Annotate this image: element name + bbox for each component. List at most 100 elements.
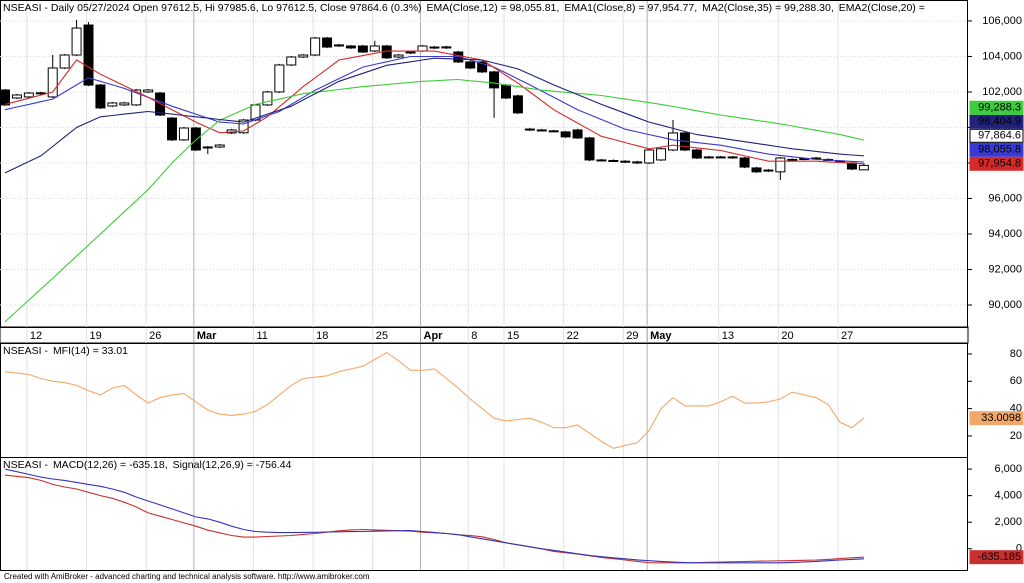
legend-label: MFI(14) = 33.01	[53, 345, 128, 357]
candle-body	[775, 157, 786, 173]
candle-body	[536, 129, 547, 132]
x-tick-label: 11	[257, 330, 268, 342]
plot-area: NSEASI - MFI(14) = 33.01	[3, 345, 865, 449]
plot-area: NSEASI - Daily 05/27/2024 Open 97612.5, …	[0, 2, 925, 323]
y-tick-label: 106,000	[982, 15, 1022, 27]
y-tick-label: 60	[1010, 375, 1022, 387]
candle-body	[167, 117, 177, 141]
x-tick-label: 12	[30, 330, 42, 342]
candle-body	[47, 67, 58, 98]
value-tag-label: 98,404.9	[978, 116, 1021, 128]
x-tick-label: 26	[149, 330, 161, 342]
value-tag	[969, 128, 1024, 143]
value-tag	[969, 114, 1024, 129]
y-tick-label: 92,000	[988, 263, 1022, 275]
x-tick-label: 18	[316, 330, 328, 342]
panel-title: NSEASI - Daily 05/27/2024 Open 97612.5, …	[3, 2, 422, 14]
candle-body	[787, 158, 798, 161]
candle-body	[691, 149, 702, 159]
candle-body	[190, 127, 201, 151]
value-tag-label: 33.0098	[981, 412, 1021, 424]
x-tick-label: 22	[567, 330, 579, 342]
x-tick-label: May	[650, 330, 672, 342]
candle-body	[548, 130, 559, 133]
candle-body	[405, 51, 416, 54]
candle-body	[59, 54, 70, 69]
candle-body	[322, 37, 333, 48]
candle-body	[393, 54, 404, 58]
candle-body	[501, 84, 511, 99]
candle-body	[71, 27, 82, 56]
x-tick-label: 27	[841, 330, 853, 342]
candle-body	[465, 61, 476, 69]
candle-body	[739, 157, 750, 168]
candle-body	[489, 71, 500, 89]
candle-body	[35, 92, 46, 95]
candle-body	[572, 129, 583, 139]
panel-title: NSEASI -	[3, 345, 48, 357]
candle-body	[608, 159, 619, 162]
legend-label: Signal(12,26,9) = -756.44	[173, 459, 292, 471]
y-tick-label: 90,000	[988, 299, 1022, 311]
candle-body	[560, 131, 571, 138]
candle-body	[95, 84, 106, 109]
candle-body	[441, 46, 452, 49]
candle-body	[632, 161, 643, 164]
y-tick-label: 94,000	[988, 228, 1022, 240]
panel-title: NSEASI -	[3, 459, 48, 471]
x-tick-label: 25	[376, 330, 388, 342]
legend-label: EMA1(Close,8) = 97,954.77,	[564, 2, 697, 14]
candle-body	[620, 160, 631, 163]
value-tag	[969, 550, 1024, 565]
candle-body	[846, 162, 857, 170]
candle-body	[23, 92, 34, 98]
panel-frame	[0, 0, 968, 328]
x-tick-label: 20	[781, 330, 793, 342]
x-tick-label: Apr	[424, 330, 444, 342]
y-tick-label: 102,000	[982, 86, 1022, 98]
candle-body	[238, 119, 249, 134]
series-line	[4, 57, 864, 174]
series-line	[4, 468, 864, 564]
series-line	[4, 50, 864, 165]
candle-body	[262, 91, 273, 106]
candle-body	[477, 61, 488, 73]
candle-body	[334, 44, 344, 47]
value-tag-label: 99,288.3	[978, 102, 1021, 114]
candle-body	[429, 46, 440, 49]
plot-area: NSEASI - MACD(12,26) = -635.18, Signal(12,…	[3, 459, 864, 564]
y-tick-label: 20	[1010, 430, 1022, 442]
candle-body	[751, 167, 762, 173]
y-tick-label: 104,000	[982, 50, 1022, 62]
candle-body	[703, 156, 714, 159]
candle-body	[656, 148, 667, 161]
y-tick-label: 2,000	[994, 516, 1022, 528]
legend-label: MACD(12,26) = -635.18,	[53, 459, 168, 471]
candle-body	[143, 89, 154, 93]
candle-body	[286, 56, 297, 66]
y-tick-label: 6,000	[994, 463, 1022, 475]
value-tag-label: 97,954.8	[978, 158, 1021, 170]
candle-body	[596, 159, 607, 162]
series-line	[4, 351, 865, 449]
y-tick-label: 0	[1016, 543, 1022, 555]
legend-label: EMA(Close,12) = 98,055.81,	[427, 2, 560, 14]
candle-body	[119, 102, 130, 106]
candle-body	[858, 164, 869, 171]
candle-body	[357, 45, 368, 53]
footer: Created with AmiBroker - advanced charti…	[4, 572, 370, 581]
candle-body	[274, 64, 285, 93]
value-tag	[969, 411, 1024, 426]
candle-body	[0, 89, 10, 106]
candle-body	[727, 156, 738, 159]
candle-body	[202, 146, 213, 149]
candle-body	[214, 144, 225, 148]
candle-body	[107, 102, 118, 107]
x-tick-label: 13	[722, 330, 734, 342]
x-axis-row	[0, 326, 969, 344]
candle-body	[763, 169, 774, 172]
x-tick-label: 29	[626, 330, 638, 342]
